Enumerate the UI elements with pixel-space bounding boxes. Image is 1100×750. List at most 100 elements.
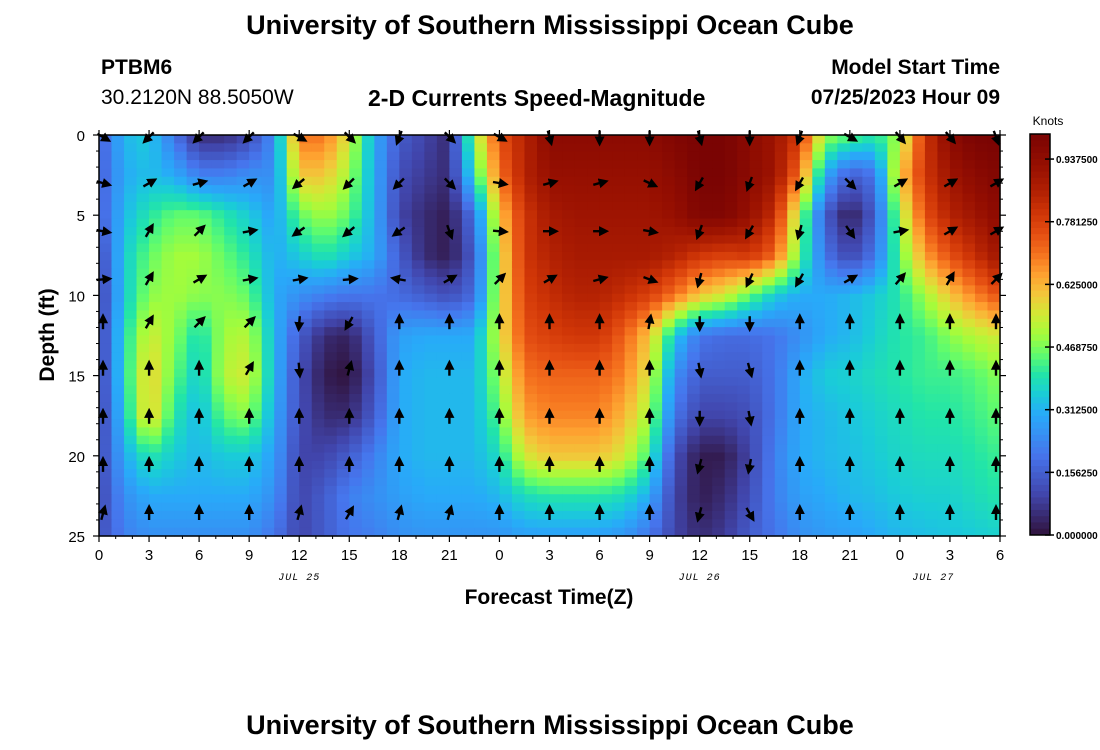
heat-cell: [874, 226, 888, 236]
heat-cell: [499, 485, 513, 495]
heat-cell: [987, 519, 1001, 529]
current-arrow: [144, 271, 154, 286]
heat-cell: [336, 277, 350, 286]
heat-cell: [449, 352, 463, 362]
heat-cell: [637, 168, 651, 178]
heat-cell: [474, 218, 488, 228]
heat-cell: [386, 452, 400, 462]
heat-cell: [774, 452, 788, 462]
heat-cell: [99, 393, 113, 403]
heat-cell: [749, 435, 763, 445]
heat-cell: [374, 452, 388, 462]
heat-cell: [261, 494, 275, 504]
heat-cell: [637, 485, 651, 495]
heat-cell: [449, 410, 463, 420]
heat-cell: [436, 260, 450, 270]
current-arrow: [795, 224, 805, 241]
heat-cell: [687, 352, 701, 362]
heat-cell: [799, 193, 813, 203]
heat-cell: [411, 310, 425, 320]
heat-cell: [824, 176, 838, 186]
heat-cell: [411, 393, 425, 403]
heat-cell: [862, 402, 876, 412]
heat-cell: [99, 360, 113, 370]
heat-cell: [574, 419, 588, 428]
heat-cell: [286, 168, 300, 178]
heat-cell: [574, 251, 588, 261]
heat-cell: [874, 444, 888, 454]
heat-cell: [511, 368, 526, 378]
heat-cell: [261, 235, 275, 245]
heat-cell: [824, 268, 838, 278]
heat-cell: [612, 385, 626, 395]
heat-cell: [411, 143, 425, 153]
heat-cell: [987, 318, 1001, 328]
heat-cell: [224, 251, 238, 261]
heat-cell: [111, 168, 125, 178]
heat-cell: [324, 185, 338, 195]
colorbar-swatch: [1030, 328, 1050, 335]
heat-cell: [674, 469, 688, 479]
heat-cell: [987, 251, 1001, 261]
heat-cell: [874, 519, 888, 529]
heat-cell: [486, 335, 501, 345]
heat-cell: [974, 193, 989, 203]
heat-cell: [912, 160, 926, 170]
heat-cell: [612, 243, 626, 253]
heat-cell: [787, 268, 801, 278]
heat-cell: [449, 519, 463, 529]
heat-cell: [674, 502, 688, 512]
heat-cell: [837, 143, 851, 153]
heat-cell: [687, 393, 701, 403]
heat-cell: [899, 393, 913, 403]
heat-cell: [311, 335, 325, 345]
heat-cell: [174, 268, 188, 278]
heat-cell: [461, 402, 476, 412]
heat-cell: [436, 226, 450, 236]
heat-cell: [674, 385, 688, 395]
heat-cell: [599, 402, 613, 412]
heat-cell: [149, 243, 163, 253]
heat-cell: [336, 419, 350, 428]
heat-cell: [699, 160, 713, 170]
heat-cell: [987, 377, 1001, 387]
heat-cell: [574, 360, 588, 370]
heat-cell: [499, 293, 513, 303]
heat-cell: [887, 460, 901, 470]
heat-cell: [374, 235, 388, 245]
heat-cell: [324, 393, 338, 403]
heat-cell: [149, 460, 163, 470]
heat-cell: [574, 327, 588, 337]
heat-cell: [774, 419, 788, 428]
heat-cell: [211, 151, 225, 161]
heat-cell: [912, 460, 926, 470]
heat-cell: [349, 419, 363, 428]
heat-cell: [99, 201, 113, 211]
heat-cell: [424, 168, 438, 178]
heat-cell: [812, 343, 826, 353]
heat-cell: [124, 402, 138, 412]
heat-cell: [349, 143, 363, 153]
heat-cell: [837, 260, 851, 270]
heat-cell: [962, 226, 976, 236]
heat-cell: [361, 519, 375, 529]
heat-cell: [399, 160, 413, 170]
heat-cell: [511, 268, 526, 278]
heat-cell: [649, 502, 663, 512]
heat-cell: [324, 327, 338, 337]
colorbar-swatch: [1030, 227, 1050, 235]
heat-cell: [812, 377, 826, 387]
heat-cell: [224, 419, 238, 428]
heat-cell: [436, 243, 450, 253]
heat-cell: [574, 402, 588, 412]
heat-cell: [912, 502, 926, 512]
heat-cell: [812, 327, 826, 337]
heat-cell: [674, 318, 688, 328]
heat-cell: [524, 377, 538, 387]
heat-cell: [186, 410, 200, 420]
heat-cell: [124, 302, 138, 312]
heat-cell: [662, 494, 676, 504]
heat-cell: [461, 251, 476, 261]
heat-cell: [899, 243, 913, 253]
heat-cell: [149, 251, 163, 261]
